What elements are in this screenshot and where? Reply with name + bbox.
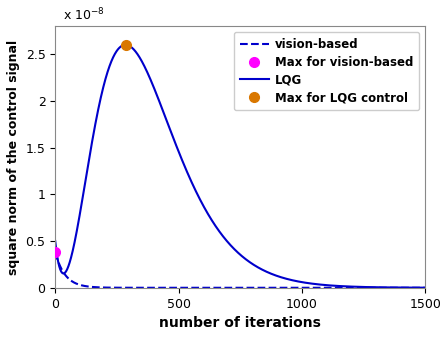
Y-axis label: square norm of the control signal: square norm of the control signal: [7, 39, 20, 275]
X-axis label: number of iterations: number of iterations: [159, 316, 321, 330]
Legend: vision-based, Max for vision-based, LQG, Max for LQG control: vision-based, Max for vision-based, LQG,…: [233, 32, 419, 110]
Text: x 10$^{-8}$: x 10$^{-8}$: [63, 7, 104, 24]
